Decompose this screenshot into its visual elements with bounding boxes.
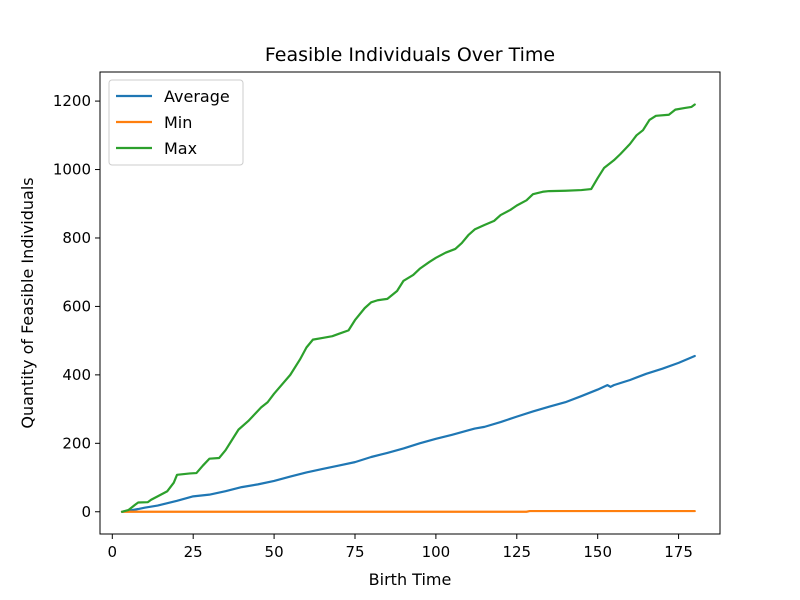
y-tick-label: 0 [81, 503, 91, 521]
x-tick-label: 25 [184, 543, 203, 561]
y-tick-label: 1000 [53, 161, 91, 179]
legend-average-label: Average [164, 87, 230, 106]
y-tick-label: 400 [62, 366, 91, 384]
x-tick-label: 125 [502, 543, 531, 561]
series-line-max [120, 103, 696, 513]
y-axis-label: Quantity of Feasible Individuals [18, 177, 37, 428]
x-tick-label: 50 [265, 543, 284, 561]
legend: Average Min Max [108, 79, 244, 166]
plot-area [120, 103, 696, 513]
legend-min-label: Min [164, 113, 192, 132]
legend-max-label: Max [164, 139, 197, 158]
x-tick-label: 75 [345, 543, 364, 561]
y-tick-label: 600 [62, 297, 91, 315]
axes-frame [99, 71, 721, 535]
x-axis-ticks: 0 25 50 75 100 125 150 175 [108, 534, 693, 561]
series-line-average [120, 354, 696, 513]
x-tick-label: 175 [664, 543, 693, 561]
x-tick-label: 0 [108, 543, 118, 561]
x-tick-label: 150 [583, 543, 612, 561]
y-tick-label: 200 [62, 434, 91, 452]
series-line-min [120, 509, 696, 513]
legend-frame [108, 79, 244, 166]
y-tick-label: 1200 [53, 92, 91, 110]
y-axis-ticks: 0 200 400 600 800 1000 1200 [53, 92, 100, 521]
y-tick-label: 800 [62, 229, 91, 247]
x-axis-label: Birth Time [369, 570, 452, 589]
x-tick-label: 100 [422, 543, 451, 561]
chart-title: Feasible Individuals Over Time [265, 44, 555, 66]
